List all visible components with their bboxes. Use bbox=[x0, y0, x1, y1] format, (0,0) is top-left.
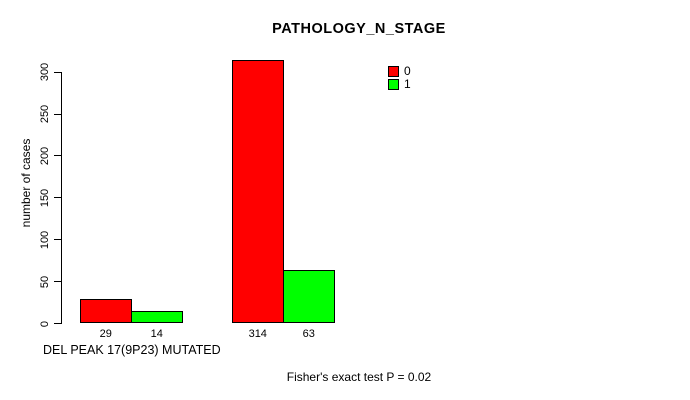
y-tick-label: 200 bbox=[39, 146, 51, 166]
y-tick bbox=[54, 323, 61, 324]
bar-series-0-group-1 bbox=[80, 298, 132, 323]
bar-value-label: 29 bbox=[99, 328, 112, 340]
legend-entry: 1 bbox=[388, 78, 411, 90]
x-axis-label: DEL PEAK 17(9P23) MUTATED bbox=[43, 343, 221, 357]
y-tick-label: 150 bbox=[39, 188, 51, 208]
fisher-test-annotation: Fisher's exact test P = 0.02 bbox=[286, 370, 432, 384]
y-axis-line bbox=[61, 71, 62, 324]
y-tick bbox=[54, 71, 61, 73]
y-tick-label: 0 bbox=[39, 320, 51, 327]
y-tick bbox=[54, 239, 61, 241]
chart-title: PATHOLOGY_N_STAGE bbox=[272, 21, 446, 37]
legend-color-swatch-icon bbox=[388, 65, 399, 77]
y-tick-label: 300 bbox=[39, 63, 51, 82]
bar-series-1-group-1 bbox=[130, 311, 183, 323]
bar-series-1-group-2 bbox=[282, 270, 335, 323]
y-axis-label: number of cases bbox=[19, 138, 33, 228]
y-tick-label: 50 bbox=[39, 275, 51, 288]
y-tick-label: 100 bbox=[39, 230, 51, 249]
bar-value-label: 63 bbox=[302, 328, 315, 340]
bar-value-label: 14 bbox=[150, 328, 163, 340]
y-tick-label: 250 bbox=[39, 104, 51, 124]
bar-value-label: 314 bbox=[248, 328, 267, 340]
legend-entry: 0 bbox=[388, 65, 411, 77]
y-tick bbox=[54, 281, 61, 283]
legend-color-swatch-icon bbox=[388, 78, 399, 90]
y-tick bbox=[54, 197, 61, 199]
legend-label: 1 bbox=[404, 77, 411, 91]
bar-series-0-group-2 bbox=[232, 60, 284, 323]
y-tick bbox=[54, 155, 61, 157]
y-tick bbox=[54, 113, 61, 115]
legend-label: 0 bbox=[404, 64, 411, 78]
